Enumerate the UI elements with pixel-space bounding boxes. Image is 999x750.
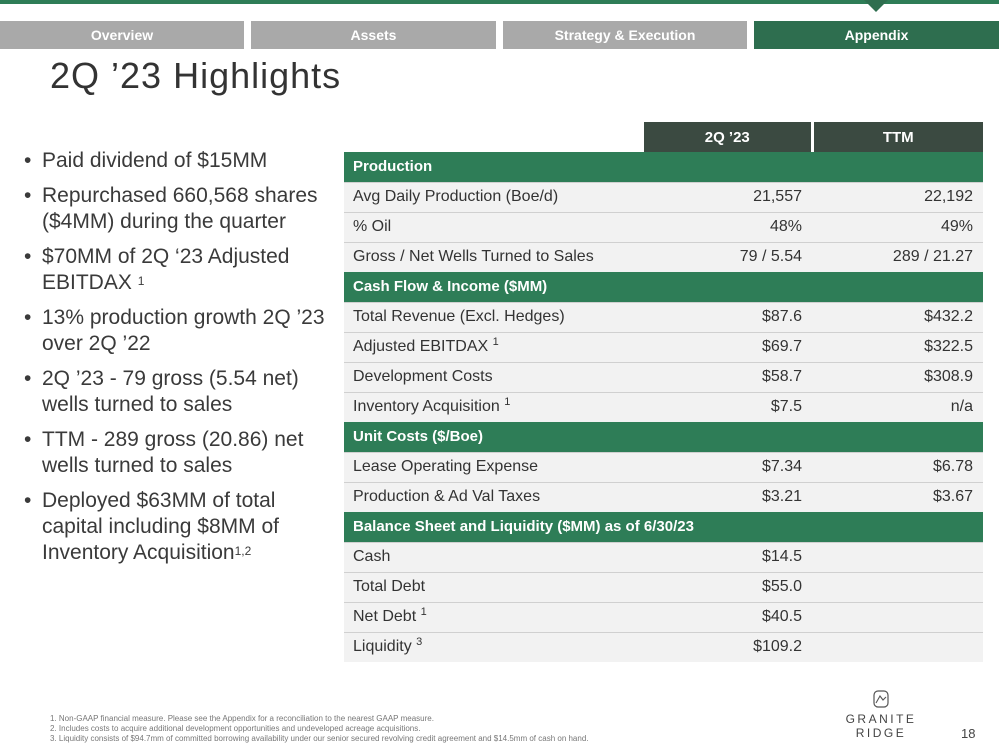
row-value-ttm [812,631,983,662]
company-logo: GRANITE RIDGE [818,690,944,740]
page-number: 18 [961,726,976,741]
section-title: Production [344,152,983,182]
table-row: Adjusted EBITDAX 1 $69.7 $322.5 [344,331,983,362]
row-value-2q23: $40.5 [644,601,812,632]
table-row: Gross / Net Wells Turned to Sales 79 / 5… [344,241,983,272]
highlight-item: 13% production growth 2Q ’23 over 2Q ’22 [22,305,334,357]
row-label: Adjusted EBITDAX 1 [344,331,644,362]
column-header-2q23: 2Q ’23 [644,122,812,152]
top-rule [0,0,999,4]
highlights-table: 2Q ’23 TTM Production Avg Daily Producti… [344,122,983,662]
row-label: Avg Daily Production (Boe/d) [344,181,644,212]
highlights-list: Paid dividend of $15MM Repurchased 660,5… [22,148,334,575]
logo-text: GRANITE RIDGE [845,712,917,740]
highlight-item: TTM - 289 gross (20.86) net wells turned… [22,427,334,479]
row-value-ttm [812,541,983,572]
section-title: Balance Sheet and Liquidity ($MM) as of … [344,512,983,542]
row-label: Inventory Acquisition 1 [344,391,644,422]
section-nav: Overview Assets Strategy & Execution App… [0,21,999,49]
footnote: 1. Non-GAAP financial measure. Please se… [50,714,434,723]
section-row: Production [344,152,983,182]
table-row: Inventory Acquisition 1 $7.5 n/a [344,391,983,422]
row-label: Liquidity 3 [344,631,644,662]
row-label: Development Costs [344,361,644,392]
section-row: Balance Sheet and Liquidity ($MM) as of … [344,512,983,542]
footnote: 2. Includes costs to acquire additional … [50,724,421,733]
highlight-item: Deployed $63MM of total capital includin… [22,488,334,566]
row-value-2q23: $109.2 [644,631,812,662]
row-value-ttm: 22,192 [812,181,983,212]
row-value-ttm: $308.9 [812,361,983,392]
mountain-logo-icon [873,690,889,708]
table-row: Net Debt 1 $40.5 [344,601,983,632]
row-value-2q23: $58.7 [644,361,812,392]
tab-strategy-execution[interactable]: Strategy & Execution [503,21,747,49]
row-label: Total Debt [344,571,644,602]
section-title: Cash Flow & Income ($MM) [344,272,983,302]
row-value-2q23: $55.0 [644,571,812,602]
header-spacer [344,122,644,152]
highlight-item: 2Q ’23 - 79 gross (5.54 net) wells turne… [22,366,334,418]
footnotes: 1. Non-GAAP financial measure. Please se… [50,714,589,744]
table-row: % Oil 48% 49% [344,211,983,242]
highlight-item: Repurchased 660,568 shares ($4MM) during… [22,183,334,235]
row-label: % Oil [344,211,644,242]
table-row: Liquidity 3 $109.2 [344,631,983,662]
table-row: Cash $14.5 [344,541,983,572]
table-header-row: 2Q ’23 TTM [344,122,983,152]
tab-assets[interactable]: Assets [251,21,496,49]
row-value-ttm: 49% [812,211,983,242]
row-value-ttm: $432.2 [812,301,983,332]
row-value-2q23: 21,557 [644,181,812,212]
row-value-2q23: 48% [644,211,812,242]
highlight-item: Paid dividend of $15MM [22,148,334,174]
highlight-item: $70MM of 2Q ‘23 Adjusted EBITDAX 1 [22,244,334,296]
row-value-ttm: $322.5 [812,331,983,362]
nav-pointer-area [0,0,999,14]
section-title: Unit Costs ($/Boe) [344,422,983,452]
row-value-ttm [812,571,983,602]
footnote: 3. Liquidity consists of $94.7mm of comm… [50,734,589,743]
row-value-2q23: $7.34 [644,451,812,482]
table-row: Development Costs $58.7 $308.9 [344,361,983,392]
tab-appendix[interactable]: Appendix [754,21,999,49]
page-title: 2Q ’23 Highlights [50,55,342,96]
row-label: Lease Operating Expense [344,451,644,482]
row-value-ttm [812,601,983,632]
column-header-ttm: TTM [810,122,983,152]
row-label: Gross / Net Wells Turned to Sales [344,241,644,272]
table-row: Total Revenue (Excl. Hedges) $87.6 $432.… [344,301,983,332]
section-row: Cash Flow & Income ($MM) [344,272,983,302]
row-value-2q23: $7.5 [644,391,812,422]
row-value-2q23: $3.21 [644,481,812,512]
row-label: Production & Ad Val Taxes [344,481,644,512]
row-value-2q23: $69.7 [644,331,812,362]
row-value-ttm: $3.67 [812,481,983,512]
row-value-2q23: 79 / 5.54 [644,241,812,272]
row-label: Cash [344,541,644,572]
row-value-ttm: n/a [812,391,983,422]
table-row: Total Debt $55.0 [344,571,983,602]
table-row: Production & Ad Val Taxes $3.21 $3.67 [344,481,983,512]
active-tab-pointer-icon [864,0,888,12]
table-row: Lease Operating Expense $7.34 $6.78 [344,451,983,482]
tab-overview[interactable]: Overview [0,21,244,49]
row-label: Net Debt 1 [344,601,644,632]
row-value-2q23: $87.6 [644,301,812,332]
table-row: Avg Daily Production (Boe/d) 21,557 22,1… [344,181,983,212]
row-value-ttm: 289 / 21.27 [812,241,983,272]
row-label: Total Revenue (Excl. Hedges) [344,301,644,332]
section-row: Unit Costs ($/Boe) [344,422,983,452]
row-value-ttm: $6.78 [812,451,983,482]
row-value-2q23: $14.5 [644,541,812,572]
